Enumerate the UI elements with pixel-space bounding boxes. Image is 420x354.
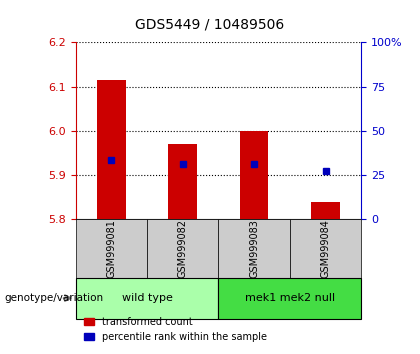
Bar (240, 131, 268, 219)
Text: wild type: wild type (121, 293, 173, 303)
Text: GSM999084: GSM999084 (320, 219, 331, 278)
Text: mek1 mek2 null: mek1 mek2 null (245, 293, 335, 303)
Bar (97, 80, 126, 219)
Text: GSM999082: GSM999082 (178, 219, 188, 278)
Text: GDS5449 / 10489506: GDS5449 / 10489506 (135, 18, 285, 32)
Text: genotype/variation: genotype/variation (4, 293, 103, 303)
Legend: transformed count, percentile rank within the sample: transformed count, percentile rank withi… (81, 313, 271, 346)
Text: GSM999083: GSM999083 (249, 219, 259, 278)
Text: GSM999081: GSM999081 (106, 219, 116, 278)
Bar (168, 144, 197, 219)
Bar (311, 202, 340, 219)
